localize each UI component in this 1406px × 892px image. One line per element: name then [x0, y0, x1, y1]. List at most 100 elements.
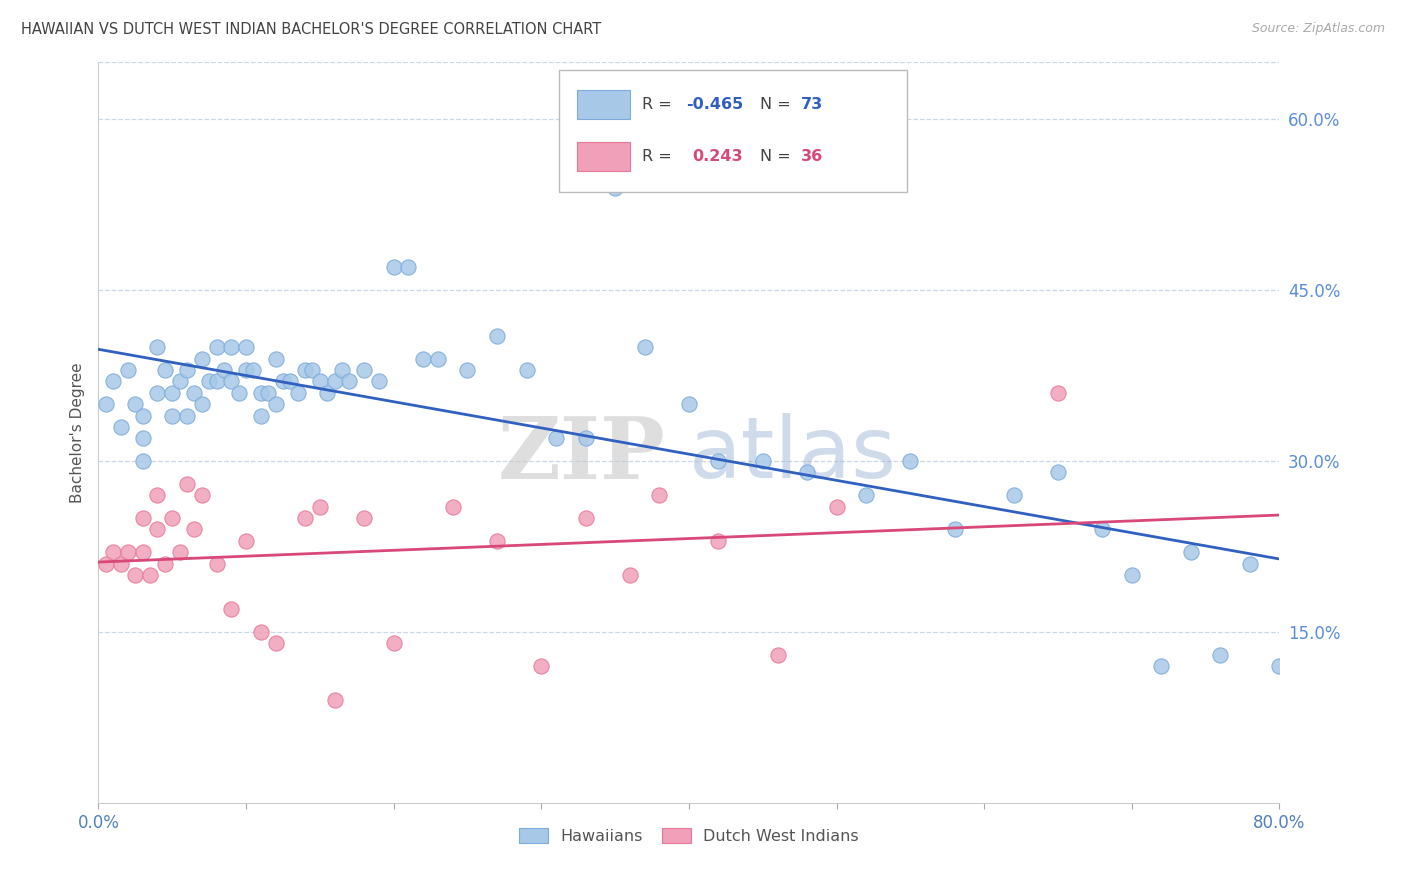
- Y-axis label: Bachelor's Degree: Bachelor's Degree: [69, 362, 84, 503]
- Point: [546, 431, 568, 445]
- Point: [382, 636, 405, 650]
- Point: [146, 385, 169, 400]
- Point: [153, 557, 176, 571]
- Point: [146, 340, 169, 354]
- Point: [205, 557, 228, 571]
- Point: [264, 351, 287, 366]
- Point: [132, 511, 155, 525]
- Text: HAWAIIAN VS DUTCH WEST INDIAN BACHELOR'S DEGREE CORRELATION CHART: HAWAIIAN VS DUTCH WEST INDIAN BACHELOR'S…: [21, 22, 602, 37]
- Point: [176, 409, 198, 423]
- Point: [191, 397, 214, 411]
- Text: 0.243: 0.243: [693, 149, 744, 164]
- Point: [132, 431, 155, 445]
- Point: [752, 454, 775, 468]
- Point: [235, 340, 257, 354]
- Point: [1150, 659, 1173, 673]
- Point: [605, 180, 627, 194]
- Point: [117, 545, 139, 559]
- Point: [162, 409, 183, 423]
- Point: [250, 385, 273, 400]
- Point: [271, 375, 294, 389]
- Point: [110, 557, 132, 571]
- Point: [132, 409, 155, 423]
- Point: [176, 476, 198, 491]
- Point: [162, 511, 183, 525]
- Point: [323, 693, 346, 707]
- Point: [943, 523, 966, 537]
- Text: 36: 36: [801, 149, 824, 164]
- Point: [1239, 557, 1261, 571]
- Legend: Hawaiians, Dutch West Indians: Hawaiians, Dutch West Indians: [512, 822, 866, 850]
- Point: [212, 363, 235, 377]
- Point: [176, 363, 198, 377]
- Point: [353, 363, 375, 377]
- Point: [146, 523, 169, 537]
- Point: [766, 648, 789, 662]
- Point: [441, 500, 464, 514]
- Point: [287, 385, 309, 400]
- Point: [412, 351, 434, 366]
- Point: [427, 351, 450, 366]
- FancyBboxPatch shape: [576, 142, 630, 171]
- Point: [707, 454, 730, 468]
- Point: [1180, 545, 1202, 559]
- Point: [124, 568, 146, 582]
- Point: [1268, 659, 1291, 673]
- Point: [486, 533, 509, 548]
- Point: [309, 500, 332, 514]
- FancyBboxPatch shape: [560, 70, 907, 192]
- Point: [103, 545, 125, 559]
- Point: [707, 533, 730, 548]
- Point: [1209, 648, 1232, 662]
- Point: [398, 260, 420, 275]
- Point: [191, 351, 214, 366]
- Point: [94, 557, 117, 571]
- Point: [316, 385, 339, 400]
- Text: atlas: atlas: [689, 413, 897, 496]
- Point: [648, 488, 671, 502]
- Point: [257, 385, 280, 400]
- Point: [205, 375, 228, 389]
- Point: [678, 397, 700, 411]
- Text: ZIP: ZIP: [498, 413, 665, 497]
- Point: [132, 545, 155, 559]
- Point: [191, 488, 214, 502]
- Point: [221, 602, 243, 616]
- Point: [294, 363, 316, 377]
- Point: [124, 397, 146, 411]
- Point: [205, 340, 228, 354]
- Text: Source: ZipAtlas.com: Source: ZipAtlas.com: [1251, 22, 1385, 36]
- Point: [94, 397, 117, 411]
- Point: [146, 488, 169, 502]
- Point: [264, 636, 287, 650]
- Point: [575, 511, 598, 525]
- Point: [457, 363, 479, 377]
- Point: [139, 568, 162, 582]
- Point: [1046, 466, 1070, 480]
- Point: [235, 363, 257, 377]
- Point: [825, 500, 848, 514]
- Point: [309, 375, 332, 389]
- Point: [169, 545, 191, 559]
- Point: [250, 624, 273, 639]
- Point: [339, 375, 361, 389]
- Point: [323, 375, 346, 389]
- Point: [382, 260, 405, 275]
- Point: [110, 420, 132, 434]
- Point: [796, 466, 818, 480]
- Point: [486, 328, 509, 343]
- Point: [183, 523, 205, 537]
- Point: [162, 385, 183, 400]
- Point: [301, 363, 323, 377]
- Point: [235, 533, 257, 548]
- Point: [1091, 523, 1114, 537]
- Point: [330, 363, 353, 377]
- Text: N =: N =: [759, 149, 796, 164]
- Point: [353, 511, 375, 525]
- FancyBboxPatch shape: [576, 90, 630, 120]
- Point: [1002, 488, 1025, 502]
- Text: R =: R =: [641, 149, 682, 164]
- Point: [619, 568, 641, 582]
- Point: [242, 363, 264, 377]
- Point: [900, 454, 922, 468]
